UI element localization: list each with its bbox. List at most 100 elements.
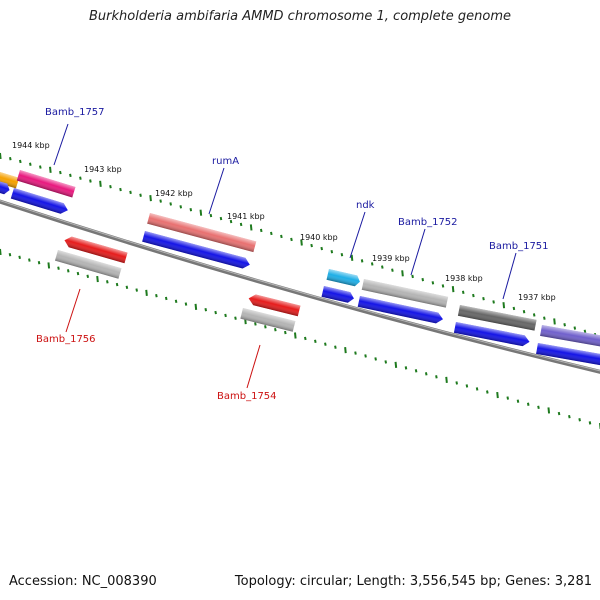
outer-tick-55 [553,318,556,325]
feature-ndk-cds[interactable] [326,269,362,287]
inner-tick-4 [37,261,41,265]
gene-blue-right[interactable] [536,343,600,367]
outer-tick-56 [563,323,566,327]
outer-tick-22 [219,216,223,221]
outer-scale-ticks [0,152,597,337]
inner-tick-47 [465,384,469,388]
inner-tick-51 [506,396,510,400]
map-title: Burkholderia ambifaria AMMD chromosome 1… [88,9,512,24]
chromosome-backbone-highlight [0,200,600,372]
inner-tick-41 [404,366,408,370]
leader-bamb1751 [502,252,517,300]
outer-tick-27 [270,231,273,236]
inner-tick-9 [86,274,90,279]
label-rumA[interactable]: rumA [212,156,239,167]
gene-blue-bamb1752[interactable] [357,296,444,325]
leader-ndk [349,211,366,259]
gene-blue-bamb1757[interactable] [10,188,70,215]
label-bamb1756[interactable]: Bamb_1756 [36,334,96,345]
inner-tick-57 [568,414,571,419]
label-bamb1752[interactable]: Bamb_1752 [398,217,458,228]
feature-rumA-cds[interactable] [147,213,257,253]
outer-tick-42 [421,277,425,282]
inner-tick-29 [284,330,287,335]
label-bamb1754[interactable]: Bamb_1754 [217,391,277,402]
inner-tick-33 [324,342,327,346]
outer-tick-39 [391,268,394,272]
inner-tick-8 [76,271,80,276]
inner-scale-ticks [0,248,600,430]
outer-tick-37 [370,262,374,266]
scale-label-1944: 1944 kbp [12,141,50,150]
inner-tick-16 [155,293,158,298]
outer-tick-44 [441,284,445,288]
outer-tick-30 [300,239,303,246]
inner-tick-49 [486,390,489,394]
outer-tick-9 [89,179,92,183]
outer-tick-7 [69,173,72,178]
outer-tick-3 [29,162,32,166]
inner-tick-23 [224,313,227,318]
chromosome-backbone [0,199,600,374]
inner-tick-22 [214,310,217,315]
inner-tick-58 [578,418,581,422]
outer-tick-49 [492,300,495,304]
outer-tick-13 [129,190,132,195]
gene-blue-rumA[interactable] [142,231,251,270]
feature-magenta[interactable] [16,170,76,198]
label-bamb1751[interactable]: Bamb_1751 [489,241,549,252]
outer-tick-40 [401,270,404,277]
inner-tick-43 [424,372,428,376]
inner-tick-6 [57,266,60,270]
label-bamb1757[interactable]: Bamb_1757 [45,107,105,118]
inner-tick-55 [547,407,551,414]
scale-label-1937: 1937 kbp [518,293,556,302]
leader-bamb1754 [246,344,261,389]
inner-tick-52 [516,399,520,403]
feature-bamb1752-cds[interactable] [361,279,449,308]
leader-bamb1757 [53,123,69,166]
accession-text: Accession: NC_008390 [9,574,157,589]
outer-tick-32 [320,246,324,251]
inner-tick-27 [264,325,267,329]
leader-bamb1752 [410,228,426,276]
outer-tick-45 [451,286,455,293]
outer-tick-36 [360,259,364,263]
outer-tick-58 [583,329,587,334]
inner-tick-15 [145,289,148,296]
outer-tick-52 [522,309,526,314]
feature-orange[interactable] [0,166,20,189]
outer-tick-57 [573,326,577,330]
inner-tick-32 [314,339,317,344]
gene-blue-1[interactable] [0,179,11,195]
gene-blue-ndk[interactable] [321,286,356,304]
outer-tick-31 [310,243,313,248]
outer-tick-15 [149,195,152,202]
outer-tick-21 [209,213,213,218]
feature-purple[interactable] [540,325,600,348]
inner-tick-20 [194,303,198,310]
gene-blue-bamb1751[interactable] [453,322,531,347]
outer-tick-51 [512,306,516,311]
feature-gray-bamb1754[interactable] [240,308,296,332]
outer-tick-53 [532,313,536,317]
inner-tick-7 [66,269,70,273]
outer-tick-5 [49,166,52,173]
outer-tick-28 [280,234,283,239]
outer-tick-46 [461,290,465,295]
label-ndk[interactable]: ndk [356,200,375,211]
outer-tick-29 [290,237,293,242]
gene-red-bamb1754[interactable] [247,293,301,317]
inner-tick-1 [8,252,12,257]
inner-tick-37 [364,354,367,358]
outer-tick-8 [79,176,82,180]
outer-tick-12 [119,187,122,192]
outer-tick-19 [189,208,193,212]
inner-tick-14 [135,288,139,292]
outer-tick-25 [249,224,253,231]
feature-gray-bamb1756[interactable] [54,249,122,279]
feature-bamb1751-cds[interactable] [457,305,537,331]
outer-tick-2 [19,159,22,164]
gene-red-bamb1756[interactable] [63,235,128,264]
inner-tick-11 [106,280,109,284]
